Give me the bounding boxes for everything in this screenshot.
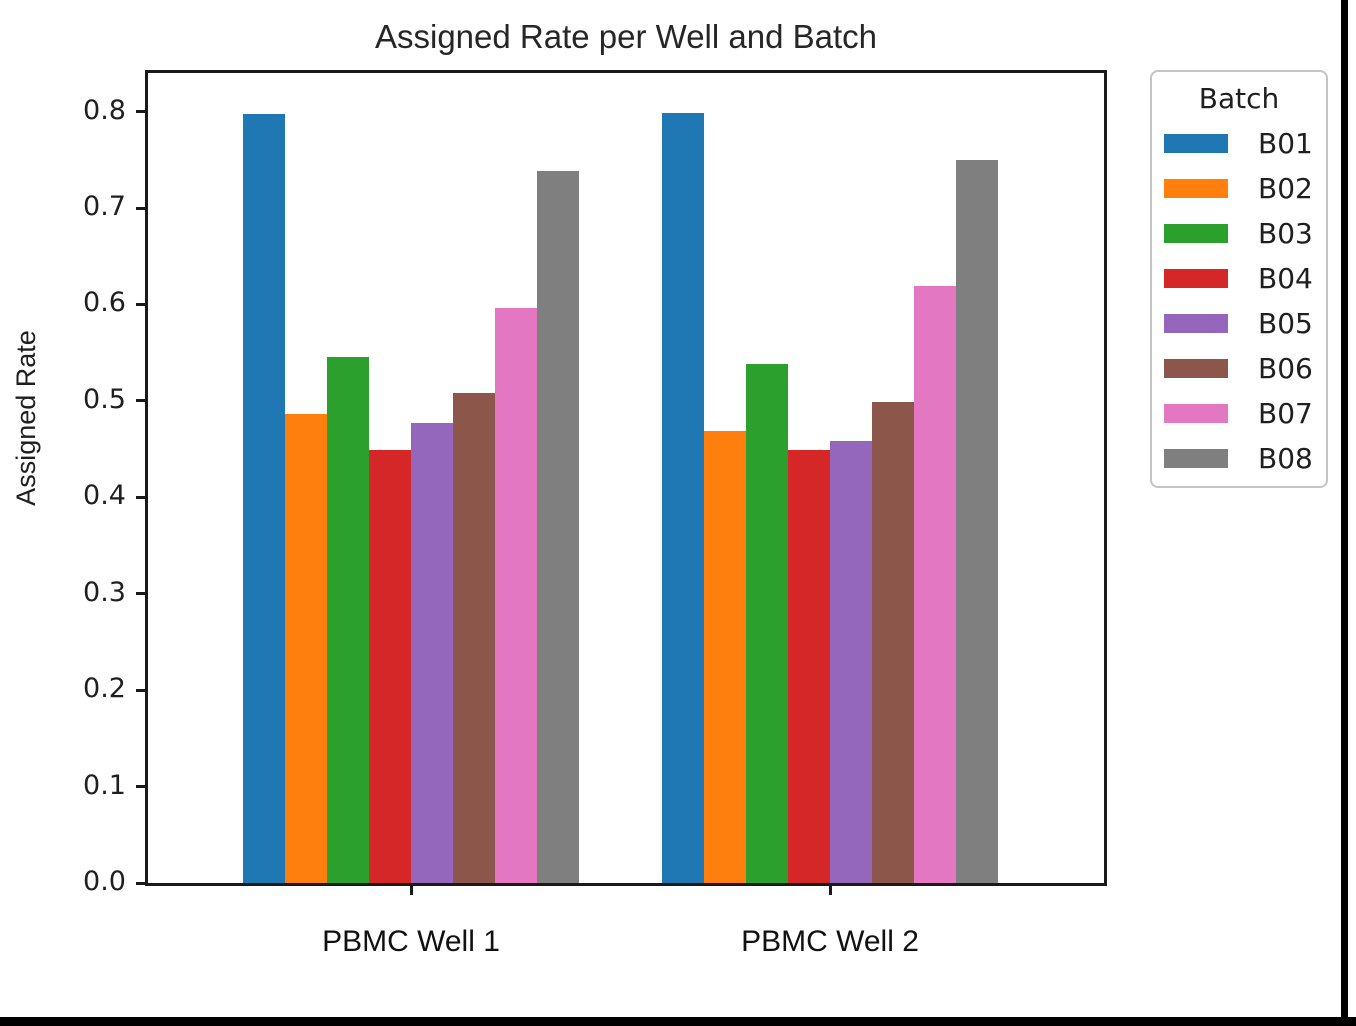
y-tick-label: 0.7 <box>83 191 126 222</box>
y-tick-mark <box>136 399 146 403</box>
legend-swatch-B05 <box>1164 314 1228 333</box>
y-tick-label: 0.0 <box>83 866 126 897</box>
legend-swatch-B04 <box>1164 269 1228 288</box>
bar-B05-pbmc-well-2 <box>830 441 872 883</box>
y-tick-label: 0.1 <box>83 769 126 801</box>
legend-swatch-B02 <box>1164 179 1228 198</box>
legend-items: B01 B02 B03 B04 B05 B06 B07 B08 <box>1152 121 1326 481</box>
bar-B07-pbmc-well-1 <box>495 308 537 883</box>
bar-B02-pbmc-well-2 <box>704 430 746 883</box>
bar-B03-pbmc-well-2 <box>746 364 788 883</box>
bar-B06-pbmc-well-2 <box>872 401 914 883</box>
legend-swatch-B06 <box>1164 359 1228 378</box>
y-tick-label: 0.2 <box>83 673 126 705</box>
legend-item-B01: B01 <box>1152 121 1326 166</box>
x-tick-mark <box>409 883 413 895</box>
bar-B01-pbmc-well-1 <box>243 113 285 883</box>
legend-label: B05 <box>1258 307 1313 340</box>
legend-label: B02 <box>1258 172 1313 205</box>
bar-B03-pbmc-well-1 <box>327 356 369 883</box>
bar-B08-pbmc-well-2 <box>956 159 998 883</box>
y-tick-mark <box>136 592 146 596</box>
legend-label: B03 <box>1258 217 1313 250</box>
y-tick-mark <box>136 881 146 885</box>
legend-swatch-B01 <box>1164 134 1228 153</box>
legend: Batch B01 B02 B03 B04 B05 B06 B07 B08 <box>1150 70 1328 488</box>
legend-item-B05: B05 <box>1152 301 1326 346</box>
x-category-label: PBMC Well 1 <box>322 925 500 958</box>
legend-title: Batch <box>1198 82 1280 115</box>
screen-edge-bottom-bar <box>0 1017 1356 1026</box>
bar-B08-pbmc-well-1 <box>537 171 579 883</box>
legend-item-B08: B08 <box>1152 436 1326 481</box>
bar-B05-pbmc-well-1 <box>411 423 453 883</box>
legend-label: B07 <box>1258 397 1313 430</box>
legend-label: B01 <box>1258 127 1313 160</box>
y-tick-label: 0.6 <box>83 287 126 319</box>
legend-label: B08 <box>1258 442 1313 475</box>
legend-item-B02: B02 <box>1152 166 1326 211</box>
y-axis-label: Assigned Rate <box>11 330 41 506</box>
y-tick-label: 0.4 <box>83 480 126 512</box>
legend-item-B04: B04 <box>1152 256 1326 301</box>
y-tick-mark <box>136 206 146 210</box>
y-tick-label: 0.3 <box>83 576 126 608</box>
y-tick-mark <box>136 785 146 789</box>
legend-item-B07: B07 <box>1152 391 1326 436</box>
legend-swatch-B08 <box>1164 449 1228 468</box>
y-tick-mark <box>136 302 146 306</box>
legend-swatch-B07 <box>1164 404 1228 423</box>
bar-B07-pbmc-well-2 <box>914 286 956 883</box>
x-tick-mark <box>828 883 832 895</box>
y-tick-label: 0.5 <box>83 383 126 415</box>
x-category-label: PBMC Well 2 <box>741 925 919 958</box>
legend-label: B06 <box>1258 352 1313 385</box>
bar-B02-pbmc-well-1 <box>285 414 327 883</box>
bar-B06-pbmc-well-1 <box>453 393 495 883</box>
bar-B01-pbmc-well-2 <box>662 112 704 883</box>
y-tick-mark <box>136 495 146 499</box>
chart-title: Assigned Rate per Well and Batch <box>374 18 877 55</box>
legend-item-B06: B06 <box>1152 346 1326 391</box>
legend-item-B03: B03 <box>1152 211 1326 256</box>
legend-swatch-B03 <box>1164 224 1228 243</box>
y-tick-label: 0.8 <box>83 94 126 126</box>
y-tick-mark <box>136 110 146 114</box>
bar-B04-pbmc-well-1 <box>369 450 411 883</box>
legend-label: B04 <box>1258 262 1313 295</box>
screen-edge-right-bar <box>1341 0 1348 1026</box>
plot-area: Assigned Rate 0.0 0.1 0.2 0.3 0.4 0.5 0.6 0.7 0.… <box>11 70 1107 958</box>
bar-B04-pbmc-well-2 <box>788 450 830 883</box>
y-tick-mark <box>136 688 146 692</box>
